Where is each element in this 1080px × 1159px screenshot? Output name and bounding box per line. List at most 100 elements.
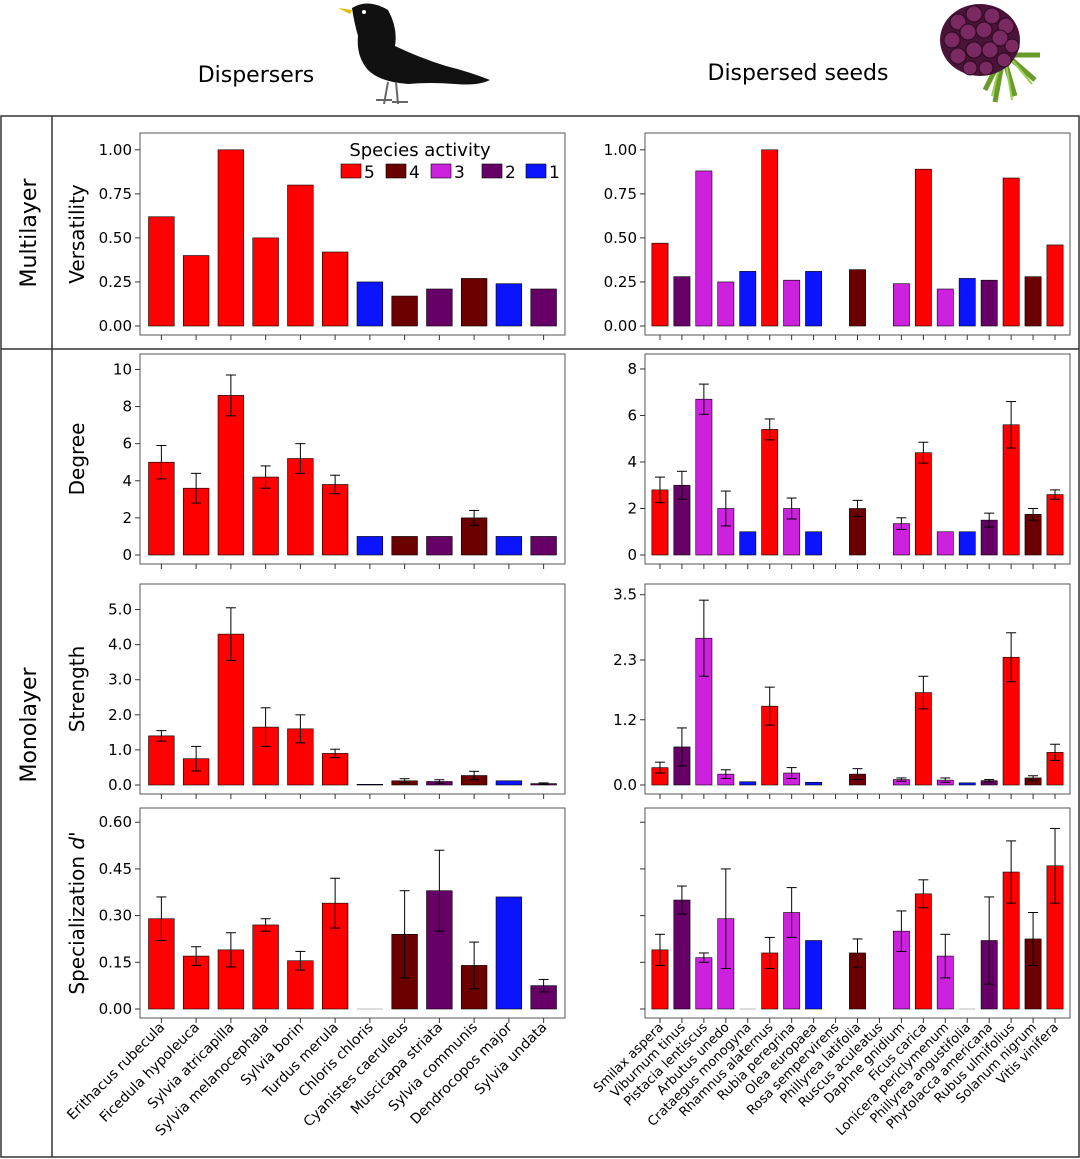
bar-viburnum-tinus bbox=[673, 899, 691, 1010]
dispersers-strength-chart: 0.0 1.0 2.0 3.0 4.0 5.0 Strength bbox=[65, 583, 566, 799]
bar-viburnum-tinus bbox=[673, 276, 691, 327]
plot-frame bbox=[139, 807, 566, 1019]
bar-dendrocopos-major bbox=[495, 780, 523, 786]
bar-olea-europaea bbox=[805, 531, 823, 556]
blackbird-icon bbox=[338, 3, 490, 105]
bar-ficus-carica bbox=[914, 893, 932, 1010]
bar-vitis-vinifera bbox=[1046, 244, 1064, 327]
y-tick-label: 4 bbox=[627, 453, 637, 471]
bar-chloris-chloris bbox=[356, 281, 384, 327]
bar-dendrocopos-major bbox=[495, 896, 523, 1010]
bar-sylvia-borin bbox=[287, 184, 314, 327]
bar-muscicapa-striata bbox=[426, 536, 453, 556]
bar-crataegus-monogyna bbox=[739, 781, 757, 786]
section-frames bbox=[0, 115, 1080, 1158]
y-tick-label: 2.3 bbox=[613, 651, 637, 669]
bar-phytolacca-americana bbox=[980, 279, 998, 327]
y-tick-label: 0.60 bbox=[99, 813, 132, 831]
bar-ficus-carica bbox=[914, 168, 932, 327]
bar-phillyrea-angustifolia bbox=[958, 531, 976, 556]
bar-rhamnus-alaternus bbox=[761, 429, 779, 556]
bar-ficedula-hypoleuca bbox=[182, 255, 210, 327]
y-tick-label: 0 bbox=[627, 546, 637, 564]
y-tick-label: 6 bbox=[627, 406, 637, 424]
legend-label-4: 4 bbox=[409, 163, 420, 183]
plot-frame bbox=[139, 132, 566, 336]
legend-label-1: 1 bbox=[549, 163, 560, 183]
bar-pistacia-lentiscus bbox=[695, 398, 713, 556]
bar-sylvia-atricapilla bbox=[217, 149, 245, 327]
bar-crataegus-monogyna bbox=[739, 271, 757, 327]
bar-dendrocopos-major bbox=[495, 536, 523, 556]
bar-dendrocopos-major bbox=[495, 283, 523, 327]
blackberry-icon bbox=[940, 4, 1040, 103]
y-tick-label: 1.00 bbox=[99, 141, 132, 159]
legend-swatch-4 bbox=[385, 163, 407, 179]
bar-phillyrea-latifolia bbox=[849, 269, 866, 327]
y-axis-label: Degree bbox=[65, 423, 89, 496]
bar-phillyrea-angustifolia bbox=[958, 782, 976, 786]
bar-muscicapa-striata bbox=[426, 288, 453, 327]
bar-sylvia-melanocephala bbox=[252, 924, 279, 1010]
bar-sylvia-melanocephala bbox=[252, 237, 279, 327]
bar-sylvia-borin bbox=[287, 458, 314, 556]
y-tick-label: 2 bbox=[122, 509, 132, 527]
bar-ficus-carica bbox=[914, 452, 932, 556]
bar-turdus-merula bbox=[321, 484, 349, 556]
y-tick-label: 1.0 bbox=[108, 741, 132, 759]
dispersers-degree-chart: 0 2 4 6 8 10 Degree bbox=[65, 353, 566, 569]
dispersers-versatility-chart: 0.00 0.25 0.50 0.75 1.00 Versatility bbox=[65, 132, 566, 340]
bar-arbutus-unedo bbox=[717, 281, 735, 327]
bar-cyanistes-caeruleus bbox=[391, 295, 418, 327]
y-tick-label: 0.75 bbox=[99, 185, 132, 203]
y-tick-label: 4.0 bbox=[108, 636, 132, 654]
bar-daphne-gnidium bbox=[892, 283, 910, 327]
y-tick-label: 8 bbox=[122, 398, 132, 416]
bar-sylvia-undata bbox=[530, 288, 557, 327]
legend-title: Species activity bbox=[349, 140, 491, 161]
monolayer-label: Monolayer bbox=[17, 667, 42, 783]
seeds-specialization-chart bbox=[640, 807, 1071, 1023]
legend-label-2: 2 bbox=[505, 163, 516, 183]
y-tick-label: 6 bbox=[122, 435, 132, 453]
y-axis-label: Strength bbox=[65, 646, 89, 733]
y-tick-label: 0.45 bbox=[99, 860, 132, 878]
seeds-strength-chart: 0.0 1.2 2.3 3.5 bbox=[613, 583, 1071, 799]
bar-sylvia-melanocephala bbox=[252, 476, 279, 556]
y-tick-label: 0.30 bbox=[99, 907, 132, 925]
y-tick-label: 3.0 bbox=[108, 671, 132, 689]
bar-turdus-merula bbox=[321, 753, 349, 786]
bar-rhamnus-alaternus bbox=[761, 149, 779, 327]
y-tick-label: 0.0 bbox=[108, 776, 132, 794]
y-tick-label: 0.00 bbox=[99, 317, 132, 335]
y-tick-label: 0.15 bbox=[99, 953, 132, 971]
bar-chloris-chloris bbox=[356, 536, 384, 556]
bar-lonicera-periclymenum bbox=[936, 531, 954, 556]
y-tick-label: 1.00 bbox=[604, 141, 637, 159]
legend-swatch-5 bbox=[340, 163, 362, 179]
bar-sylvia-atricapilla bbox=[217, 395, 245, 556]
y-tick-label: 0 bbox=[122, 546, 132, 564]
plot-frame bbox=[139, 353, 566, 565]
legend-label-5: 5 bbox=[364, 163, 375, 183]
y-tick-label: 4 bbox=[122, 472, 132, 490]
bar-crataegus-monogyna bbox=[739, 531, 757, 556]
bar-solanum-nigrum bbox=[1024, 276, 1042, 327]
y-tick-label: 0.25 bbox=[604, 273, 637, 291]
y-tick-label: 0.00 bbox=[604, 317, 637, 335]
dispersers-title: Dispersers bbox=[198, 63, 315, 88]
bar-rubia-peregrina bbox=[783, 279, 801, 327]
y-axis-label: Versatility bbox=[65, 184, 89, 284]
dispersed-seeds-title: Dispersed seeds bbox=[708, 61, 889, 86]
bar-erithacus-rubecula bbox=[148, 735, 175, 786]
bar-lonicera-periclymenum bbox=[936, 288, 954, 327]
bar-olea-europaea bbox=[805, 781, 823, 786]
y-tick-label: 0.25 bbox=[99, 273, 132, 291]
bar-olea-europaea bbox=[805, 271, 823, 327]
bar-erithacus-rubecula bbox=[148, 216, 175, 327]
bar-pistacia-lentiscus bbox=[695, 170, 713, 327]
y-tick-label: 2 bbox=[627, 499, 637, 517]
